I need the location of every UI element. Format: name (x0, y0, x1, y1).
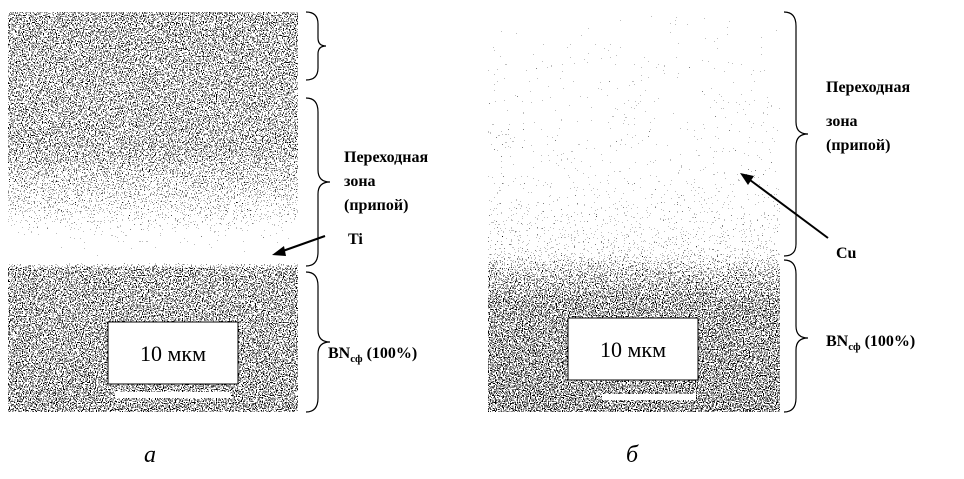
zone-label: Переходная (826, 79, 910, 96)
substrate-label: BNсф (100%) (826, 333, 915, 353)
substrate-pct: (100%) (865, 333, 916, 350)
zone-label: (припой) (826, 137, 890, 154)
caption: б (626, 442, 639, 468)
zone-label: Переходная (344, 149, 428, 166)
panel-b: 10 мкм Переходная зона (припой) Cu BNсф (… (488, 12, 915, 468)
scale-label: 10 мкм (600, 337, 666, 362)
substrate-sub: сф (350, 353, 363, 365)
substrate-label: BNсф (100%) (328, 345, 417, 365)
element-label: Cu (836, 245, 857, 262)
zone-label: зона (344, 173, 376, 190)
substrate-pct: (100%) (367, 345, 418, 362)
scale-bar (602, 394, 696, 400)
substrate-sub: сф (848, 341, 861, 353)
scale-bar (115, 392, 230, 398)
scale-label: 10 мкм (140, 341, 206, 366)
brace (306, 272, 330, 412)
substrate: BN (826, 333, 849, 350)
brace (784, 260, 808, 412)
zone-label: зона (826, 113, 858, 130)
element-label: Ti (348, 231, 363, 248)
zone-label: (припой) (344, 197, 408, 214)
brace (306, 12, 326, 80)
substrate: BN (328, 345, 351, 362)
figure: 10 мкм Переходная зона (припой) Ti BNсф(… (0, 0, 964, 479)
panel-a: 10 мкм Переходная зона (припой) Ti BNсф (… (8, 12, 428, 468)
caption: а (144, 442, 156, 468)
